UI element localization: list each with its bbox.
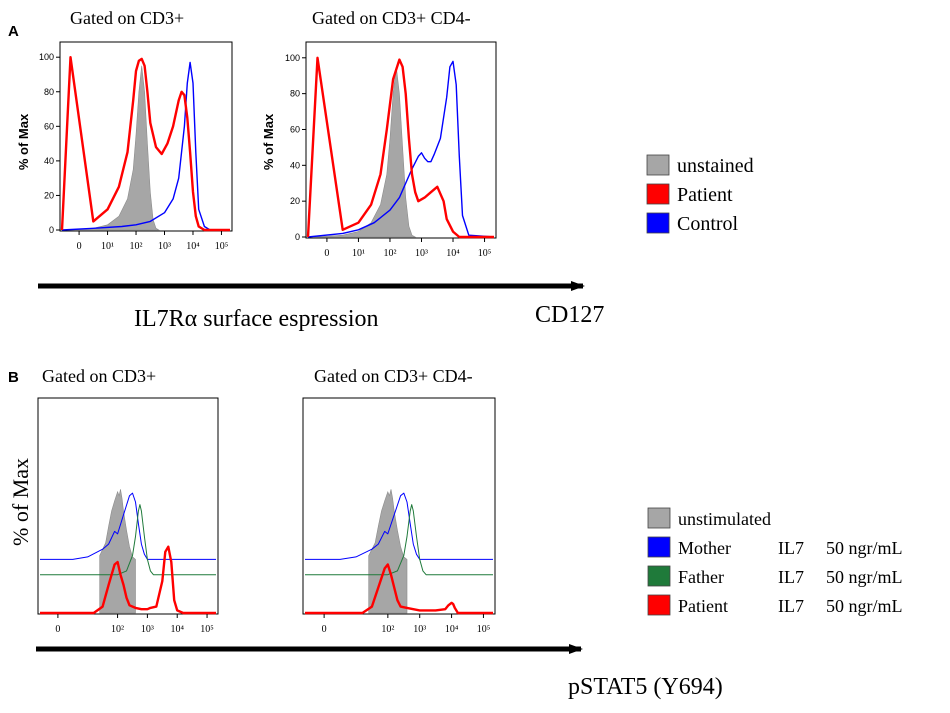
ytick-label-a1-5: 100	[39, 52, 54, 62]
legend-label-father: Father	[678, 567, 724, 587]
xtick-label-b1-3: 10⁴	[170, 624, 184, 635]
xtick-label-b1-2: 10³	[141, 624, 154, 635]
legend-label-unstained: unstained	[677, 155, 754, 177]
legend-panel-a: unstained Patient Control	[646, 154, 754, 235]
legend-cytokine-father: IL7	[778, 567, 804, 587]
xtick-label-b1-1: 10²	[111, 624, 124, 635]
histogram-a1: 0 20 40 60 80 100 0 10¹ 10² 10³ 10⁴ 10⁵	[39, 41, 233, 252]
xtick-label-b2-3: 10⁴	[445, 624, 459, 635]
panel-a-label: A	[8, 23, 19, 40]
xtick-label-b1-4: 10⁵	[200, 624, 214, 635]
panel-b-label: B	[8, 369, 19, 386]
legend-swatch-unstained	[646, 154, 670, 176]
panel-a2-title: Gated on CD3+ CD4-	[312, 8, 471, 28]
legend-dose-mother: 50 ngr/mL	[826, 538, 903, 558]
panel-b-axis-title: pSTAT5 (Y694)	[568, 674, 723, 700]
xtick-label-b2-2: 10³	[413, 624, 426, 635]
legend-label-patient: Patient	[677, 184, 733, 206]
ytick-label-a1-4: 80	[44, 87, 54, 97]
panel-b-ylabel: % of Max	[8, 458, 33, 546]
ytick-label-a1-2: 40	[44, 156, 54, 166]
legend-swatch-unstimulated	[647, 507, 671, 529]
xtick-label-a2-2: 10²	[383, 248, 396, 259]
ytick-label-a2-5: 100	[285, 53, 300, 63]
legend-label-mother: Mother	[678, 538, 731, 558]
series-control-a1	[61, 61, 230, 231]
legend-label-control: Control	[677, 213, 739, 235]
legend-label-unstimulated: unstimulated	[678, 509, 771, 529]
legend-dose-father: 50 ngr/mL	[826, 567, 903, 587]
ytick-label-a1-3: 60	[44, 121, 54, 131]
legend-cytokine-mother: IL7	[778, 538, 804, 558]
xtick-label-a2-3: 10³	[415, 248, 428, 259]
histogram-a2: 0 20 40 60 80 100 0 10¹ 10² 10³ 10⁴ 10⁵	[285, 41, 497, 259]
xtick-label-a2-0: 0	[324, 248, 329, 259]
panel-a2-ylabel: % of Max	[261, 113, 276, 170]
legend-swatch-patient	[647, 594, 671, 616]
panel-a-marker-label: CD127	[535, 302, 604, 328]
series-mother-b1	[40, 492, 216, 560]
ytick-label-a2-0: 0	[295, 232, 300, 242]
series-mother-b2	[305, 492, 493, 560]
panel-a1-title: Gated on CD3+	[70, 8, 184, 28]
series-patient-a1	[60, 56, 230, 232]
panel-a1-ylabel: % of Max	[16, 113, 31, 170]
xtick-label-b2-0: 0	[322, 624, 327, 635]
legend-swatch-patient	[646, 183, 670, 205]
ytick-label-a2-2: 40	[290, 160, 300, 170]
xtick-label-b1-0: 0	[55, 624, 60, 635]
xtick-label-a1-2: 10²	[130, 241, 143, 252]
histogram-b1: 0 10² 10³ 10⁴ 10⁵	[37, 397, 219, 635]
series-patient-b2	[305, 563, 493, 615]
legend-dose-patient: 50 ngr/mL	[826, 596, 903, 616]
series-father-b1	[40, 504, 216, 576]
ytick-label-a1-1: 20	[44, 190, 54, 200]
legend-label-patient: Patient	[678, 596, 728, 616]
xtick-label-a2-1: 10¹	[352, 248, 365, 259]
xtick-label-b2-4: 10⁵	[477, 624, 491, 635]
histogram-b2: 0 10² 10³ 10⁴ 10⁵	[302, 397, 496, 635]
ytick-label-a2-4: 80	[290, 89, 300, 99]
panel-b1-title: Gated on CD3+	[42, 366, 156, 386]
series-father-b2	[305, 504, 493, 576]
xtick-label-a2-4: 10⁴	[446, 248, 460, 259]
panel-b2-title: Gated on CD3+ CD4-	[314, 366, 473, 386]
xtick-label-a1-0: 0	[77, 241, 82, 252]
series-patient-b1	[40, 545, 216, 615]
xtick-label-a1-5: 10⁵	[215, 241, 229, 252]
ytick-label-a1-0: 0	[49, 225, 54, 235]
panel-a-axis-title: IL7Rα surface espression	[134, 306, 379, 332]
xtick-label-a1-3: 10³	[158, 241, 171, 252]
series-control-a2	[307, 60, 495, 238]
legend-panel-b: unstimulated Mother IL7 50 ngr/mL Father IL7 5…	[647, 507, 903, 616]
series-unstimulated-b2	[368, 489, 408, 614]
legend-swatch-father	[647, 565, 671, 587]
series-patient-a2	[306, 56, 494, 239]
legend-swatch-control	[646, 212, 670, 234]
legend-swatch-mother	[647, 536, 671, 558]
xtick-label-a1-4: 10⁴	[186, 241, 200, 252]
xtick-label-a2-5: 10⁵	[478, 248, 492, 259]
xtick-label-b2-1: 10²	[381, 624, 394, 635]
ytick-label-a2-3: 60	[290, 124, 300, 134]
ytick-label-a2-1: 20	[290, 196, 300, 206]
legend-cytokine-patient: IL7	[778, 596, 804, 616]
series-unstained-a1	[67, 65, 160, 231]
xtick-label-a1-1: 10¹	[101, 241, 114, 252]
